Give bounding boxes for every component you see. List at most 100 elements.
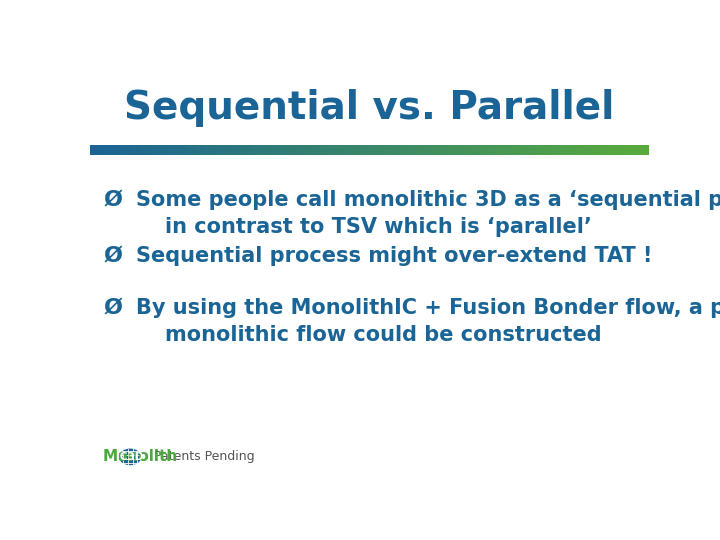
Bar — [500, 145, 503, 156]
Bar — [645, 145, 649, 156]
Bar — [163, 145, 166, 156]
Bar — [598, 145, 601, 156]
Bar — [185, 145, 188, 156]
Bar — [319, 145, 322, 156]
Bar — [553, 145, 557, 156]
Bar — [112, 145, 116, 156]
Bar — [101, 145, 104, 156]
Bar — [338, 145, 342, 156]
Bar — [606, 145, 610, 156]
Bar — [559, 145, 562, 156]
Bar — [428, 145, 431, 156]
Bar — [534, 145, 537, 156]
Bar — [190, 145, 194, 156]
Bar — [249, 145, 253, 156]
Text: Ø: Ø — [104, 246, 123, 266]
Bar — [274, 145, 277, 156]
Bar — [612, 145, 615, 156]
Text: Ø: Ø — [104, 298, 123, 318]
Bar — [171, 145, 174, 156]
Bar — [581, 145, 585, 156]
Bar — [590, 145, 593, 156]
Bar — [503, 145, 506, 156]
Bar — [344, 145, 347, 156]
Bar — [567, 145, 570, 156]
Bar — [109, 145, 113, 156]
Bar — [416, 145, 420, 156]
Bar — [634, 145, 637, 156]
Bar — [492, 145, 495, 156]
Bar — [316, 145, 320, 156]
Bar — [151, 145, 155, 156]
Bar — [531, 145, 534, 156]
Bar — [545, 145, 548, 156]
Bar — [508, 145, 512, 156]
Bar — [330, 145, 333, 156]
Bar — [547, 145, 551, 156]
Bar — [626, 145, 629, 156]
Bar — [600, 145, 604, 156]
Bar — [154, 145, 158, 156]
Bar — [280, 145, 283, 156]
Bar — [478, 145, 481, 156]
Bar — [96, 145, 99, 156]
Bar — [302, 145, 305, 156]
Bar — [603, 145, 607, 156]
Bar — [143, 145, 146, 156]
Bar — [347, 145, 350, 156]
Bar — [246, 145, 250, 156]
Bar — [288, 145, 292, 156]
Bar — [642, 145, 646, 156]
Bar — [260, 145, 264, 156]
Bar — [617, 145, 621, 156]
Bar — [469, 145, 473, 156]
Bar — [433, 145, 436, 156]
Bar — [258, 145, 261, 156]
Bar — [213, 145, 216, 156]
Bar — [358, 145, 361, 156]
Bar — [467, 145, 470, 156]
Bar — [402, 145, 406, 156]
Bar — [400, 145, 403, 156]
Bar — [132, 145, 135, 156]
Bar — [447, 145, 451, 156]
Bar — [637, 145, 640, 156]
Bar — [623, 145, 626, 156]
Bar — [129, 145, 132, 156]
Bar — [593, 145, 595, 156]
Bar — [366, 145, 369, 156]
Bar — [408, 145, 411, 156]
Bar — [361, 145, 364, 156]
Bar — [336, 145, 339, 156]
Bar — [227, 145, 230, 156]
Circle shape — [119, 449, 141, 465]
Bar — [269, 145, 272, 156]
Bar — [542, 145, 545, 156]
Bar — [168, 145, 171, 156]
Bar — [310, 145, 314, 156]
Bar — [176, 145, 180, 156]
Bar — [221, 145, 225, 156]
Bar — [266, 145, 269, 156]
Bar — [564, 145, 567, 156]
Bar — [413, 145, 417, 156]
Bar — [282, 145, 286, 156]
Bar — [145, 145, 149, 156]
Bar — [575, 145, 579, 156]
Bar — [528, 145, 531, 156]
Bar — [436, 145, 439, 156]
Bar — [631, 145, 634, 156]
Bar — [505, 145, 509, 156]
Bar — [121, 145, 124, 156]
Bar — [285, 145, 289, 156]
Bar — [271, 145, 275, 156]
Bar — [204, 145, 208, 156]
Bar — [514, 145, 518, 156]
Bar — [322, 145, 325, 156]
Bar — [459, 145, 462, 156]
Bar — [450, 145, 454, 156]
Bar — [218, 145, 222, 156]
Bar — [263, 145, 266, 156]
Bar — [140, 145, 143, 156]
Bar — [291, 145, 294, 156]
